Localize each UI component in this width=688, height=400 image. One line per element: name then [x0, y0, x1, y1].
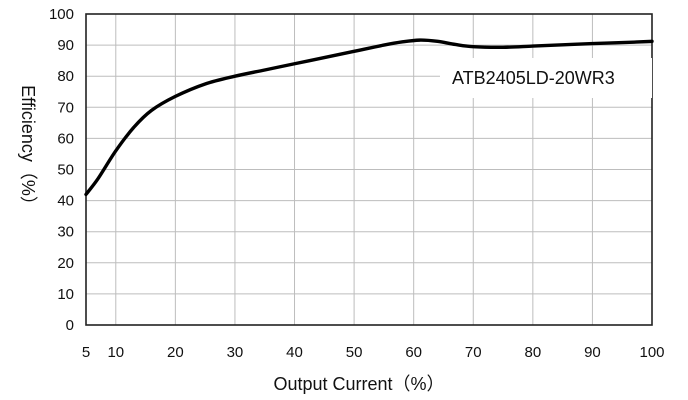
series-layer: [84, 38, 654, 197]
y-tick-label: 10: [57, 286, 74, 303]
x-tick-label: 20: [167, 344, 184, 361]
x-axis-title: Output Current（%）: [273, 374, 444, 394]
y-tick-label: 40: [57, 193, 74, 210]
y-axis-ticks: 0 10 20 30 40 50 60 70 80 90 100: [49, 6, 74, 334]
series-label-group: ATB2405LD-20WR3: [440, 58, 652, 98]
series-label-background: [440, 58, 652, 98]
y-tick-label: 0: [66, 317, 74, 334]
grid: [86, 14, 652, 325]
x-tick-label: 60: [405, 344, 422, 361]
y-axis-title: Efficiency（%）: [18, 85, 38, 214]
series-line-0: [84, 38, 654, 197]
y-tick-label: 60: [57, 130, 74, 147]
y-tick-label: 30: [57, 224, 74, 241]
y-tick-label: 90: [57, 37, 74, 54]
x-tick-label: 40: [286, 344, 303, 361]
y-tick-label: 20: [57, 255, 74, 272]
x-tick-label: 80: [524, 344, 541, 361]
x-tick-label: 90: [584, 344, 601, 361]
x-axis-ticks: 5 10 20 30 40 50 60 70 80 90 100: [82, 344, 665, 361]
x-tick-label: 5: [82, 344, 90, 361]
x-tick-label: 50: [346, 344, 363, 361]
y-tick-label: 100: [49, 6, 74, 23]
y-tick-label: 80: [57, 68, 74, 85]
x-tick-label: 30: [227, 344, 244, 361]
y-tick-label: 50: [57, 162, 74, 179]
series-label: ATB2405LD-20WR3: [452, 68, 615, 88]
x-tick-label: 70: [465, 344, 482, 361]
x-tick-label: 100: [639, 344, 664, 361]
plot-area-frame: [85, 13, 653, 326]
x-tick-label: 10: [107, 344, 124, 361]
y-tick-label: 70: [57, 99, 74, 116]
